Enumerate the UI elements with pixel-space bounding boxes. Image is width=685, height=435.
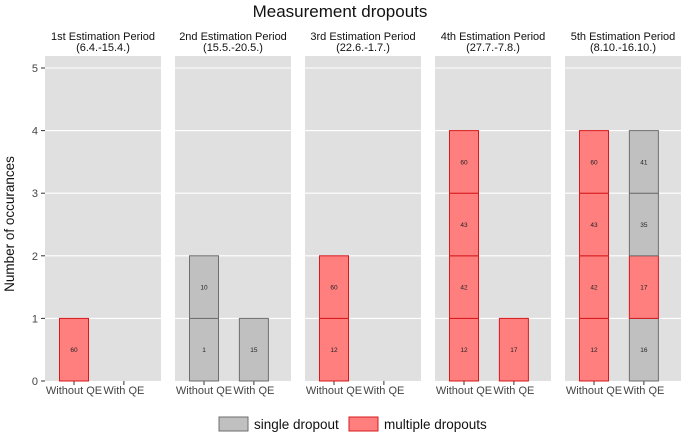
bar-segment-multiple	[579, 130, 609, 194]
legend-swatch-multiple	[348, 416, 379, 432]
bar-segment-multiple	[579, 317, 609, 382]
bar-segment-multiple	[449, 317, 479, 382]
bar-segment-label: 1	[202, 347, 206, 354]
bar-segment-label: 35	[640, 222, 648, 229]
bar-segment-label: 60	[460, 159, 468, 166]
panel-title: 5th Estimation Period	[571, 31, 676, 43]
bar-segment-label: 43	[590, 222, 598, 229]
legend-label-multiple: multiple dropouts	[384, 417, 487, 432]
bar-segment-single	[189, 255, 219, 319]
bar-segment-single	[238, 317, 269, 382]
bar-segment-label: 17	[510, 347, 518, 354]
bar-segment-multiple	[449, 192, 479, 257]
x-tick-label: With QE	[103, 385, 144, 397]
bar-segment-label: 12	[590, 347, 598, 354]
bar-segment-label: 42	[460, 285, 468, 292]
bar-segment-multiple	[319, 255, 349, 319]
facet-panel: 4th Estimation Period(27.7.-7.8.) Without…	[435, 31, 551, 397]
y-tick-label: 5	[32, 63, 38, 75]
facet-panels: 1st Estimation Period(6.4.-15.4.) Without…	[45, 31, 681, 397]
x-tick-label: Without QE	[176, 385, 232, 397]
legend-label-single: single dropout	[254, 417, 339, 432]
bar-segment-multiple	[579, 192, 609, 257]
facet-panel: 2nd Estimation Period(15.5.-20.5.) Withou…	[175, 31, 291, 397]
panel-subtitle: (6.4.-15.4.)	[76, 42, 130, 54]
panel-title: 3rd Estimation Period	[310, 31, 415, 43]
bar-segment-label: 12	[460, 347, 468, 354]
bar-segment-label: 43	[460, 222, 468, 229]
bar-segment-multiple	[59, 317, 89, 382]
y-tick-label: 0	[32, 376, 38, 388]
x-tick-label: With QE	[493, 385, 534, 397]
bar-segment-multiple	[449, 255, 479, 319]
facet-panel: 3rd Estimation Period(22.6.-1.7.) Without…	[305, 31, 421, 397]
bar-segment-multiple	[498, 317, 529, 382]
y-tick-label: 3	[32, 188, 38, 200]
y-tick-label: 4	[32, 126, 38, 138]
bar-segment-label: 42	[590, 285, 598, 292]
x-tick-label: Without QE	[436, 385, 492, 397]
bar-segment-label: 15	[250, 347, 258, 354]
legend: single dropout multiple dropouts	[218, 416, 487, 432]
x-tick-label: With QE	[623, 385, 664, 397]
facet-panel: 5th Estimation Period(8.10.-16.10.) Witho…	[565, 31, 681, 397]
bar-segment-single	[189, 317, 219, 382]
bar-segment-single	[628, 130, 659, 194]
y-tick-label: 1	[32, 313, 38, 325]
panel-subtitle: (8.10.-16.10.)	[590, 42, 656, 54]
panel-title: 2nd Estimation Period	[179, 31, 287, 43]
bar-segment-multiple	[579, 255, 609, 319]
y-axis: 0 1 2 3 4 5	[32, 63, 45, 388]
bar-segment-label: 60	[330, 285, 338, 292]
x-tick-label: With QE	[233, 385, 274, 397]
panel-title: 1st Estimation Period	[51, 31, 155, 43]
bar-segment-multiple	[319, 317, 349, 382]
x-tick-label: Without QE	[46, 385, 102, 397]
bar-segment-label: 41	[640, 159, 648, 166]
panel-subtitle: (22.6.-1.7.)	[336, 42, 390, 54]
bar-segment-label: 17	[640, 285, 648, 292]
bar-segment-multiple	[449, 130, 479, 194]
chart-title: Measurement dropouts	[253, 2, 428, 21]
bar-segment-label: 60	[70, 347, 78, 354]
facet-panel: 1st Estimation Period(6.4.-15.4.) Without…	[45, 31, 161, 397]
bar-segment-label: 12	[330, 347, 338, 354]
x-tick-label: Without QE	[566, 385, 622, 397]
bar-segment-label: 10	[200, 285, 208, 292]
x-tick-label: With QE	[363, 385, 404, 397]
legend-swatch-single	[218, 416, 249, 432]
x-tick-label: Without QE	[306, 385, 362, 397]
y-axis-label: Number of occurances	[2, 156, 17, 292]
bar-segment-single	[628, 317, 659, 382]
bar-segment-label: 16	[640, 347, 648, 354]
y-tick-label: 2	[32, 251, 38, 263]
panel-subtitle: (15.5.-20.5.)	[203, 42, 263, 54]
panel-title: 4th Estimation Period	[441, 31, 546, 43]
panel-subtitle: (27.7.-7.8.)	[466, 42, 520, 54]
bar-segment-label: 60	[590, 159, 598, 166]
